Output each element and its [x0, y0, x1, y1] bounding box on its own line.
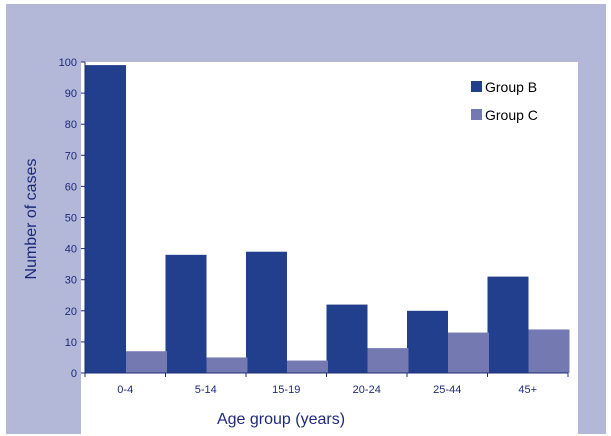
y-tick-label-80: 80 — [65, 119, 77, 131]
x-tick-label-20-24: 20-24 — [353, 384, 381, 396]
y-tick-label-100: 100 — [59, 57, 77, 69]
x-tick-label-15-19: 15-19 — [272, 384, 300, 396]
y-tick-label-50: 50 — [65, 213, 77, 225]
bar-group-c-20-24 — [367, 348, 409, 373]
bar-group-c-45+ — [528, 329, 570, 373]
y-ticks-layer: 0 10 20 30 40 50 60 70 80 90 100 — [59, 57, 85, 380]
y-axis-title: Number of cases — [23, 159, 40, 280]
y-tick-label-30: 30 — [65, 275, 77, 287]
y-tick-label-10: 10 — [65, 337, 77, 349]
bar-group-b-20-24 — [326, 304, 368, 373]
y-tick-label-60: 60 — [65, 181, 77, 193]
x-tick-label-25-44: 25-44 — [433, 384, 461, 396]
legend-swatch-group-c — [471, 109, 482, 120]
x-axis-title: Age group (years) — [217, 411, 345, 428]
legend-swatch-group-b — [471, 81, 482, 92]
legend-label-group-b: Group B — [485, 79, 537, 95]
bar-chart: 0 10 20 30 40 50 60 70 80 90 100 0-4 5-14 15-19 20-24… — [23, 57, 578, 434]
bar-group-c-15-19 — [287, 360, 328, 373]
x-tick-label-5-14: 5-14 — [195, 384, 217, 396]
y-tick-label-0: 0 — [71, 368, 77, 380]
bar-group-b-5-14 — [165, 254, 207, 373]
legend: Group B Group C — [471, 79, 538, 123]
bar-group-c-25-44 — [448, 332, 489, 373]
bar-group-b-0-4 — [85, 65, 126, 374]
legend-label-group-c: Group C — [485, 107, 538, 123]
bar-group-b-15-19 — [246, 251, 287, 373]
y-tick-label-90: 90 — [65, 88, 77, 100]
y-tick-label-40: 40 — [65, 244, 77, 256]
x-tick-label-45+: 45+ — [518, 384, 537, 396]
x-ticks-layer: 0-4 5-14 15-19 20-24 25-44 45+ — [84, 373, 569, 396]
bar-group-b-45+ — [487, 276, 529, 373]
chart-frame: 0 10 20 30 40 50 60 70 80 90 100 0-4 5-14 15-19 20-24… — [6, 4, 606, 434]
bar-group-c-0-4 — [126, 351, 167, 373]
y-tick-label-70: 70 — [65, 150, 77, 162]
bar-group-b-25-44 — [407, 310, 448, 373]
y-tick-label-20: 20 — [65, 306, 77, 318]
x-tick-label-0-4: 0-4 — [117, 384, 133, 396]
bar-group-c-5-14 — [206, 357, 248, 373]
bars-layer — [85, 65, 570, 374]
